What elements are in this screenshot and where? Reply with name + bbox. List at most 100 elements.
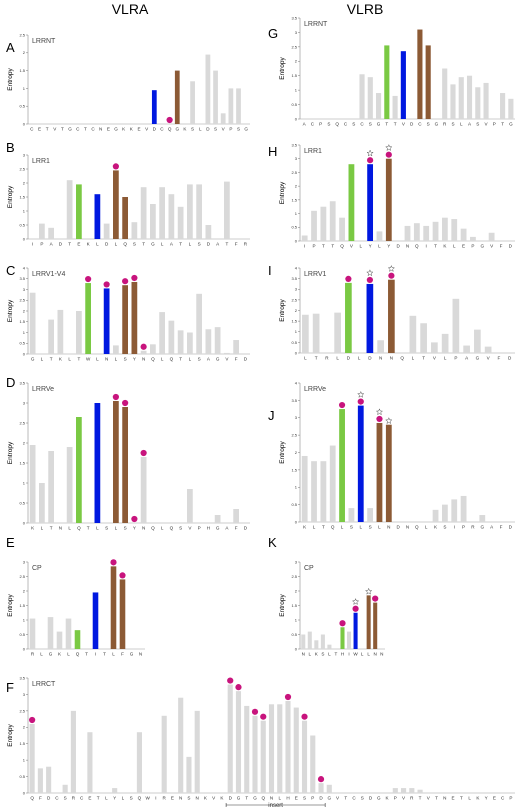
- x-tick-label: L: [359, 525, 362, 530]
- bar: [366, 595, 371, 649]
- y-tick-label: 3: [23, 559, 26, 564]
- x-tick-label: T: [460, 796, 463, 801]
- x-tick-label: A: [303, 122, 307, 127]
- x-tick-label: F: [235, 526, 238, 531]
- x-tick-label: K: [434, 525, 438, 530]
- marker-dot: [166, 116, 173, 124]
- x-tick-label: E: [88, 796, 91, 801]
- marker-dot: [122, 399, 129, 407]
- y-tick-label: 3.5: [19, 380, 25, 385]
- x-tick-label: D: [244, 357, 248, 362]
- y-tick-label: 2.5: [19, 708, 25, 713]
- marker-dot: [235, 684, 242, 691]
- x-tick-label: L: [460, 122, 463, 127]
- x-tick-label: P: [471, 244, 474, 249]
- bar: [205, 225, 212, 239]
- x-tick-label: T: [335, 652, 338, 657]
- x-tick-label: K: [315, 652, 319, 657]
- bar: [150, 344, 156, 354]
- x-tick-label: L: [41, 526, 44, 531]
- bar: [214, 327, 221, 355]
- y-tick-label: 2.5: [291, 44, 297, 49]
- x-tick-label: F: [39, 796, 42, 801]
- y-tick-label: 3: [295, 30, 298, 35]
- x-tick-label: S: [443, 525, 446, 530]
- marker-dot: [260, 713, 267, 720]
- x-tick-label: Q: [261, 796, 265, 801]
- x-tick-label: P: [40, 242, 43, 247]
- x-tick-label: P: [509, 796, 512, 801]
- x-tick-label: D: [347, 356, 351, 361]
- x-tick-label: N: [387, 525, 390, 530]
- x-tick-label: I: [32, 242, 33, 247]
- marker-dot: [317, 776, 325, 783]
- y-tick-label: 0.5: [19, 341, 25, 346]
- panel-title: LRRVe: [304, 386, 326, 393]
- x-tick-label: L: [96, 357, 99, 362]
- x-tick-label: Q: [168, 127, 172, 132]
- bar: [252, 715, 258, 793]
- x-tick-label: G: [480, 244, 484, 249]
- x-tick-label: Q: [170, 526, 174, 531]
- x-tick-label: Q: [415, 525, 419, 530]
- bar: [66, 180, 73, 239]
- x-tick-label: P: [493, 122, 496, 127]
- bar: [441, 217, 448, 241]
- bar: [224, 352, 230, 354]
- x-tick-label: S: [133, 242, 136, 247]
- y-tick-label: 4: [295, 265, 298, 270]
- bar: [483, 82, 489, 119]
- panel-letter: C: [6, 263, 15, 278]
- bar: [220, 113, 226, 124]
- x-tick-label: L: [336, 356, 339, 361]
- x-tick-label: A: [465, 356, 469, 361]
- x-tick-label: L: [304, 356, 307, 361]
- x-tick-label: S: [191, 127, 194, 132]
- x-tick-label: T: [422, 356, 425, 361]
- bar: [277, 704, 283, 793]
- y-tick-label: 3: [295, 156, 298, 161]
- bar: [140, 457, 147, 523]
- marker-dot: [140, 449, 147, 457]
- x-tick-label: L: [444, 356, 447, 361]
- marker-star: [385, 143, 393, 151]
- y-tick-label: 3: [23, 152, 26, 157]
- y-axis-label: Entropy: [7, 185, 14, 208]
- x-tick-label: S: [350, 525, 353, 530]
- x-tick-label: S: [124, 526, 127, 531]
- x-tick-label: V: [485, 122, 489, 127]
- x-tick-label: T: [103, 652, 106, 657]
- x-tick-label: L: [278, 796, 281, 801]
- x-tick-label: S: [187, 796, 190, 801]
- x-tick-label: P: [319, 122, 322, 127]
- x-tick-label: T: [435, 796, 438, 801]
- bar: [131, 222, 138, 239]
- x-tick-label: Y: [485, 796, 488, 801]
- x-tick-label: K: [87, 242, 91, 247]
- y-tick-label: 3.5: [291, 398, 297, 403]
- x-tick-label: Y: [369, 244, 372, 249]
- y-tick-label: 2.5: [19, 32, 25, 37]
- bar: [187, 184, 193, 239]
- bar: [463, 345, 470, 353]
- y-axis-label: Entropy: [7, 441, 14, 464]
- x-tick-label: C: [352, 796, 356, 801]
- bar: [420, 323, 427, 353]
- x-tick-label: P: [394, 796, 397, 801]
- bar: [29, 292, 36, 354]
- x-tick-label: L: [115, 357, 118, 362]
- x-tick-label: L: [412, 356, 415, 361]
- y-tick-label: 2: [23, 588, 26, 593]
- marker-dot: [122, 278, 129, 285]
- y-tick-label: 1: [23, 480, 26, 485]
- marker-dot: [284, 693, 292, 701]
- x-tick-label: A: [50, 242, 54, 247]
- y-tick-label: 3.5: [291, 142, 297, 147]
- bar: [470, 236, 476, 241]
- marker-dot: [112, 163, 119, 170]
- bar: [425, 45, 431, 119]
- x-tick-label: T: [501, 122, 504, 127]
